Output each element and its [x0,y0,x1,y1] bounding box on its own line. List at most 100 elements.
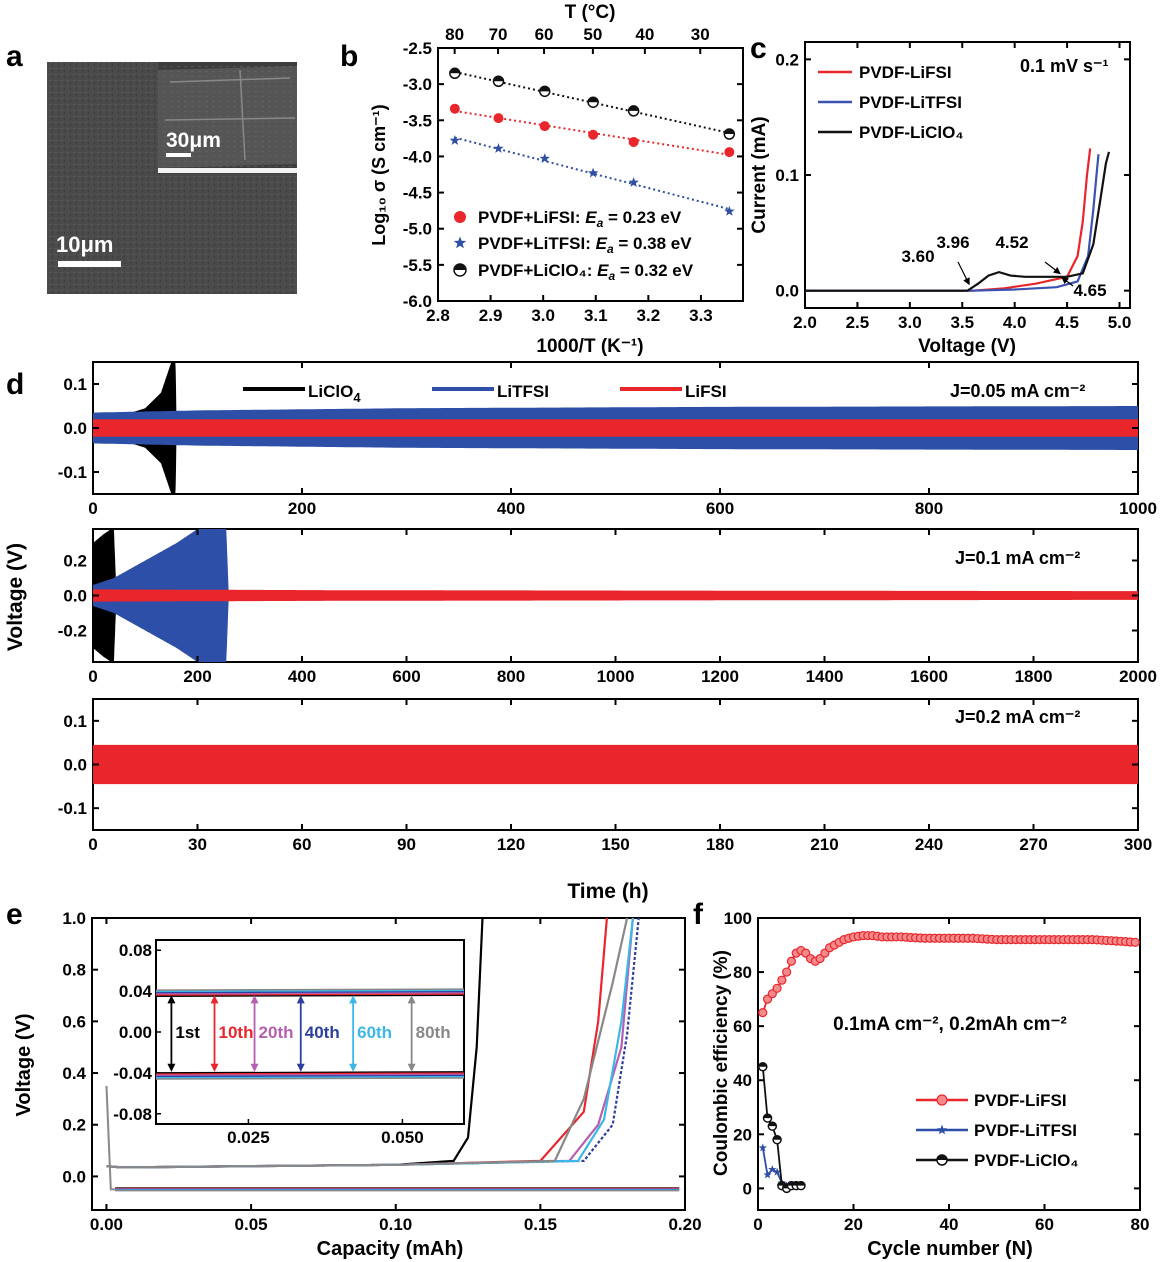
chart-d2-xtick-label: 200 [183,667,211,686]
chart-c-annotation: 0.1 mV s⁻¹ [1020,56,1109,76]
chart-f-point-fill [796,1181,805,1186]
chart-c-xtick-label: 4.5 [1055,313,1079,332]
chart-b-frame [437,47,744,302]
scalebar-main-label: 10μm [56,232,114,257]
chart-c-arrow [957,261,970,286]
chart-f: 0 20 40 60 80 0 20 40 60 80 100 0.1mA cm⁻², 0.2mAh… [711,909,1149,1260]
chart-e-frame [91,917,686,1211]
chart-b-ytick-label: -2.5 [403,39,432,58]
chart-b-legend-ea-sub: a [608,269,615,283]
chart-e-ytick-label: 0.0 [62,1167,86,1186]
chart-b-ytick-label: -5.5 [403,256,432,275]
chart-f-point-fill [763,1114,772,1119]
chart-e-inset-arrowhead-up [407,995,416,1004]
chart-f-xtick-label: 80 [1131,1215,1150,1234]
chart-e-inset-charge-2 [155,991,465,995]
chart-b-point-fill [539,86,550,92]
chart-d1-xtick-label: 200 [288,499,316,518]
chart-e-inset-arrow-label: 80th [416,1023,451,1042]
chart-b-top-tick-label: 80 [445,25,464,44]
chart-d2-xtick-label: 1800 [1015,667,1053,686]
chart-b-legend-label: PVDF+LiClO₄: Ea = 0.32 eV [478,261,694,283]
chart-d-legend-label: LiTFSI [497,382,549,401]
chart-c-legend-label: PVDF-LiTFSI [859,93,962,112]
chart-f-point [777,975,787,985]
chart-c-ylabel: Current (mA) [749,116,770,233]
chart-c-point-label: 3.96 [936,233,969,252]
chart-b-point-fill [724,129,735,135]
chart-e-inset-arrowhead-up [349,995,358,1004]
chart-e: 0.00 0.05 0.10 0.15 0.20 0.0 0.2 0.4 0.6 0.8 1.0 0… [13,909,702,1260]
chart-e-ytick-label: 0.6 [62,1012,86,1031]
chart-d3-xtick-label: 240 [915,835,943,854]
chart-d1-ytick-label: -0.1 [58,463,87,482]
chart-d2-xtick-label: 600 [392,667,420,686]
panel-d-letter: d [6,368,24,401]
chart-e-xtick-label: 0.10 [379,1215,412,1234]
chart-e-xtick-label: 0.05 [235,1215,268,1234]
chart-f-point [763,1170,772,1179]
chart-b-point [449,135,461,145]
chart-e-inset-arrowhead-up [250,995,259,1004]
chart-b-top-tick-label: 60 [535,25,554,44]
chart-f-xtick-label: 20 [844,1215,863,1234]
chart-f-ytick-label: 20 [733,1125,752,1144]
scalebar-inset-label: 30μm [166,129,221,152]
chart-d2-xtick-label: 2000 [1119,667,1157,686]
chart-f-legend-marker [936,1094,948,1106]
chart-b-ytick-label: -3.0 [403,75,432,94]
chart-b-point [449,103,460,114]
chart-d2-xtick-label: 1400 [806,667,844,686]
chart-b-top-tick-label: 30 [691,25,710,44]
chart-f-legend-marker-fill [937,1155,947,1160]
chart-e-inset-ytick-label: 0.00 [119,1023,152,1042]
chart-b-legend-ea-value: = 0.32 eV [615,261,694,280]
chart-e-inset-xtick-label: 0.025 [227,1128,270,1147]
chart-f-legend-marker [936,1124,948,1135]
chart-d-ylabel: Voltage (V) [4,543,27,651]
chart-d2-xtick-label: 1200 [701,667,739,686]
chart-c-legend: PVDF-LiFSI PVDF-LiTFSI PVDF-LiClO₄ [818,63,963,142]
chart-b-legend-ea-value: = 0.23 eV [603,208,682,227]
chart-e-inset-arrowhead-down [250,1063,259,1072]
chart-b-legend-ea: E [596,234,608,253]
chart-f-point-fill [758,1062,767,1067]
chart-b-point [724,147,735,158]
chart-d1-ytick-label: 0.0 [63,419,87,438]
panel-f-letter: f [693,898,704,931]
chart-f-legend-label: PVDF-LiFSI [974,1091,1067,1110]
chart-d1-xtick-label: 400 [497,499,525,518]
chart-d3-xtick-label: 120 [497,835,525,854]
chart-d3-xtick-label: 210 [810,835,838,854]
chart-f-point [758,1008,768,1018]
chart-d2-xtick-label: 1600 [910,667,948,686]
scalebar-inset [166,153,191,157]
chart-e-inset-discharge-5 [155,1077,465,1080]
chart-d3-ytick-label: 0.0 [63,756,87,775]
chart-e-inset-xtick-label: 0.050 [381,1128,424,1147]
chart-e-inset-arrow-label: 60th [357,1023,392,1042]
chart-b-point-fill [493,76,504,82]
chart-d2-series-2 [93,589,1138,602]
chart-f-xlabel: Cycle number (N) [867,1238,1033,1260]
chart-b-legend: PVDF+LiFSI: Ea = 0.23 eV PVDF+LiTFSI: Ea … [453,208,694,283]
chart-d1-xtick-label: 1000 [1119,499,1157,518]
chart-f-ylabel: Coulombic efficiency (%) [711,950,732,1176]
chart-e-inset-ytick-label: 0.08 [119,941,152,960]
chart-d2-xtick-label: 0 [88,667,97,686]
chart-c-arrow [1044,261,1061,275]
chart-f-ytick-label: 0 [743,1179,752,1198]
chart-b-point-fill [588,97,599,103]
chart-c-series-line-2 [805,151,1111,292]
chart-c-frame [804,41,1131,309]
chart-e-spike [105,1085,116,1191]
chart-b-legend-marker [453,236,467,249]
chart-e-inset-discharge-2 [155,1073,465,1077]
chart-d3-series-0 [93,744,1138,785]
panel-e-letter: e [6,898,23,931]
chart-e-ytick-label: 0.8 [62,961,86,980]
chart-b-ytick-label: -4.5 [403,184,432,203]
chart-b-top-tick-label: 50 [583,25,602,44]
chart-b-xtick-label: 2.8 [426,306,450,325]
